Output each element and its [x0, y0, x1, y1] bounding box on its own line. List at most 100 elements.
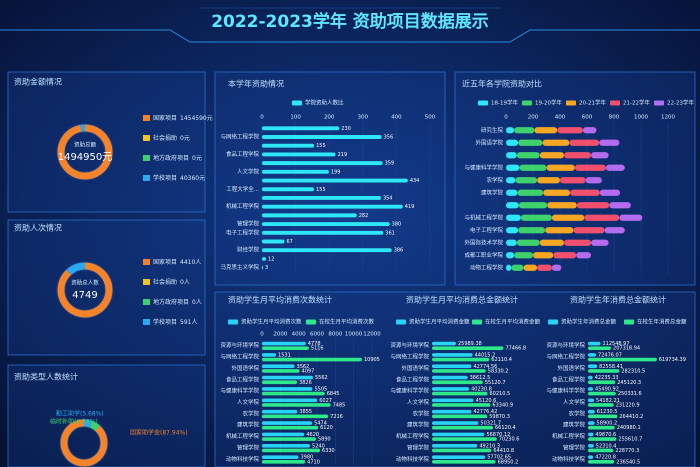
bar [588, 364, 598, 369]
x-tick-label: 0 [260, 115, 264, 121]
x-tick-label: 12000 [363, 332, 381, 338]
legend-value: 0元 [192, 155, 202, 162]
value-label: 44015.2 [475, 352, 496, 358]
y-tick-label: 外国语学院 [475, 138, 503, 146]
pie-label: 临时补助(6.38%) [50, 418, 98, 426]
value-label: 240980.1 [617, 425, 641, 431]
legend-category: 国家项目 [153, 258, 177, 266]
bar-segment [516, 239, 540, 246]
bar-segment [553, 252, 577, 259]
value-label: 264410.2 [619, 414, 643, 420]
bar-segment [539, 239, 565, 246]
value-label: 61230.5 [597, 409, 618, 415]
bar [432, 391, 488, 396]
bar [588, 432, 594, 437]
bar-segment [520, 214, 552, 221]
bar [432, 421, 479, 425]
x-tick-label: 4000 [292, 332, 306, 338]
bar [262, 126, 340, 131]
value-label: 4710 [307, 459, 320, 465]
pie-label: 国家助学金(87.94%) [130, 429, 188, 437]
value-label: 236540.5 [616, 459, 640, 465]
value-label: 199 [331, 169, 341, 175]
bar [588, 353, 597, 357]
bar [432, 369, 486, 373]
bar [262, 455, 299, 459]
legend-text: 学校项目 40360元 [153, 174, 205, 182]
legend-swatch [548, 319, 558, 325]
bar [262, 346, 309, 350]
value-label: 72476.07 [598, 352, 622, 358]
bar-segment [518, 139, 543, 146]
bar [262, 391, 325, 396]
value-label: 112548.97 [603, 341, 630, 347]
value-label: 386 [394, 248, 404, 254]
legend-text: 资助学生月平均消费金额 [409, 318, 470, 326]
bar [262, 403, 331, 407]
legend-swatch [143, 175, 150, 181]
bar-segment [570, 189, 600, 196]
x-tick-label: 600 [582, 115, 593, 121]
bar [432, 425, 493, 430]
panel-title: 近五年各学院资助对比 [462, 79, 542, 89]
value-label: 55120.7 [485, 380, 506, 386]
bar [262, 195, 381, 200]
bar-segment [605, 164, 625, 171]
value-label: 155 [316, 143, 326, 149]
legend-swatch [143, 155, 150, 161]
value-label: 40230.8 [471, 386, 492, 392]
bar [432, 380, 483, 385]
legend-text: 地方政府项目 0元 [153, 154, 202, 162]
legend-text: 资助学生年消费总金额 [561, 318, 617, 326]
bar [262, 432, 305, 437]
legend-category: 学校项目 [153, 174, 177, 182]
legend-text: 21-22学年 [623, 99, 650, 107]
bar [432, 357, 490, 362]
bar-segment [506, 264, 512, 271]
y-tick-label: 外国语学院 [231, 364, 259, 372]
bar [262, 213, 357, 218]
bar-segment [599, 189, 621, 196]
y-tick-label: 农学院 [242, 409, 259, 417]
y-tick-label: 外国语学院 [401, 364, 429, 372]
bar [262, 414, 329, 419]
bar-segment [506, 164, 520, 171]
y-tick-label: 建筑学院 [563, 421, 586, 429]
y-tick-label: 人文学院 [407, 398, 430, 406]
bar-segment [560, 177, 586, 184]
x-tick-label: 1000 [634, 115, 648, 121]
value-label: 354 [383, 195, 393, 201]
x-tick-label: 800 [609, 115, 620, 121]
bar [262, 230, 384, 235]
y-tick-label: 食品工程学院 [396, 375, 430, 383]
x-tick-label: 6000 [310, 332, 324, 338]
x-tick-label: 500 [425, 115, 436, 121]
bar-segment [557, 127, 583, 134]
bar [262, 248, 392, 253]
bar [432, 398, 474, 403]
bar-segment [523, 264, 538, 271]
bar [262, 369, 300, 373]
y-tick-label: 食品工程学院 [226, 150, 260, 158]
bar-segment [619, 214, 643, 221]
value-label: 3 [265, 265, 268, 271]
legend-text: 国家项目 4410人 [153, 258, 201, 266]
bar [262, 204, 403, 209]
center-value: 1494950元 [58, 152, 113, 163]
legend-text: 在校生年消费总金额 [637, 318, 687, 326]
y-tick-label: 建筑学院 [481, 188, 504, 196]
value-label: 62110.4 [491, 357, 512, 363]
value-label: 5562 [315, 375, 328, 381]
y-tick-label: 机械工程学院 [226, 202, 260, 210]
value-label: 45490.92 [595, 386, 619, 392]
bar [432, 364, 472, 369]
bar-segment [539, 152, 565, 159]
bar-segment [506, 252, 515, 259]
center-label: 资助总人数 [71, 279, 99, 287]
y-tick-label: 食品工程学院 [226, 375, 260, 383]
panel-title: 资助学生年消费总金额统计 [570, 295, 666, 305]
y-tick-label: 财经学院 [237, 246, 260, 254]
value-label: 361 [385, 230, 395, 236]
bar-segment [506, 139, 519, 146]
value-label: 434 [410, 178, 420, 184]
